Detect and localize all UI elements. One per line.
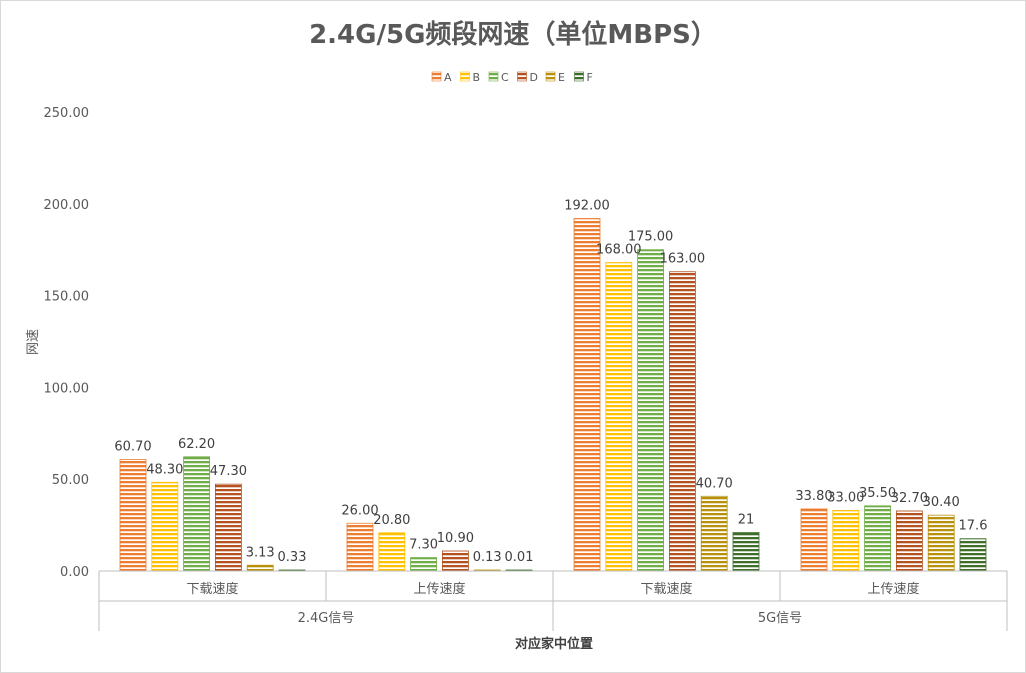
bar-data-label: 35.50 [859, 486, 896, 501]
bar-D [214, 483, 242, 572]
legend-swatch-E [545, 71, 556, 82]
legend-swatch-D [517, 71, 527, 82]
legend-swatch-A [431, 71, 442, 82]
x-group-label: 5G信号 [758, 611, 802, 626]
bar-D [669, 271, 696, 572]
y-tick-label: 150.00 [44, 290, 90, 305]
bar-D [441, 550, 469, 572]
bar-data-label: 60.70 [114, 440, 151, 455]
bar-data-label: 33.00 [827, 490, 864, 505]
x-category-label: 上传速度 [413, 581, 465, 597]
bar-data-label: 62.20 [178, 437, 215, 452]
bar-data-label: 20.80 [373, 513, 410, 528]
bar-A [346, 522, 374, 572]
bar-B [605, 262, 633, 572]
bar-F [732, 532, 760, 572]
bar-data-label: 168.00 [596, 243, 642, 258]
bar-B [832, 510, 860, 572]
bar-D [896, 510, 923, 572]
bar-B [378, 532, 406, 572]
y-axis-ticks: 0.00 50.00 100.00 150.00 200.00 250.00 [44, 106, 90, 580]
bar-data-label: 47.30 [210, 464, 247, 479]
bar-data-label: 7.30 [409, 538, 438, 553]
bar-C [410, 557, 438, 572]
bar-B [151, 481, 179, 572]
bar-E [700, 495, 728, 572]
bar-data-label: 192.00 [564, 198, 610, 213]
legend: A B C D E F [431, 71, 593, 84]
bar-data-label: 33.80 [795, 489, 832, 504]
legend-label-A: A [444, 71, 452, 84]
y-tick-label: 100.00 [44, 381, 90, 396]
bar-data-label: 30.40 [923, 495, 960, 510]
x-group-label: 2.4G信号 [298, 611, 355, 626]
bar-F [959, 538, 987, 572]
y-tick-label: 0.00 [60, 565, 89, 580]
bar-data-label: 26.00 [341, 503, 378, 518]
bar-data-label: 10.90 [437, 531, 474, 546]
bar-E [927, 514, 955, 572]
bar-data-label: 0.33 [278, 550, 307, 565]
bar-E [246, 564, 274, 572]
bar-data-label: 21 [738, 512, 755, 527]
bar-data-label: 32.70 [891, 491, 928, 506]
bar-C [183, 456, 211, 572]
y-axis-title: 网速 [26, 329, 41, 355]
bar-A [800, 508, 828, 572]
x-category-label: 上传速度 [867, 581, 919, 597]
y-tick-label: 50.00 [52, 473, 89, 488]
bar-data-label: 0.13 [473, 550, 502, 565]
legend-label-D: D [530, 71, 538, 84]
bar-data-label: 175.00 [628, 230, 674, 245]
x-axis-title: 对应家中位置 [515, 636, 593, 652]
x-category-label: 下载速度 [640, 581, 692, 597]
bar-C [637, 249, 664, 572]
bars [119, 218, 987, 572]
bar-C [864, 505, 891, 572]
legend-label-B: B [473, 71, 481, 84]
bar-data-label: 0.01 [505, 550, 534, 565]
y-tick-label: 200.00 [44, 198, 90, 213]
bar-A [573, 218, 601, 572]
bar-data-label: 163.00 [660, 252, 706, 267]
bar-A [119, 459, 147, 572]
legend-swatch-C [488, 71, 499, 82]
y-tick-label: 250.00 [44, 106, 90, 121]
bar-data-label: 48.30 [146, 462, 183, 477]
legend-label-E: E [558, 71, 565, 84]
legend-label-C: C [501, 71, 509, 84]
legend-label-F: F [587, 71, 593, 84]
bar-data-label: 40.70 [696, 476, 733, 491]
x-category-label: 下载速度 [186, 581, 238, 597]
bar-data-label: 3.13 [246, 545, 275, 560]
bar-data-label: 17.6 [959, 519, 988, 534]
legend-swatch-F [574, 71, 584, 82]
legend-swatch-B [460, 71, 470, 82]
x-axis: 下载速度 上传速度 下载速度 上传速度 2.4G信号 5G信号 [98, 570, 1008, 631]
chart-title: 2.4G/5G频段网速（单位MBPS） [309, 19, 717, 50]
